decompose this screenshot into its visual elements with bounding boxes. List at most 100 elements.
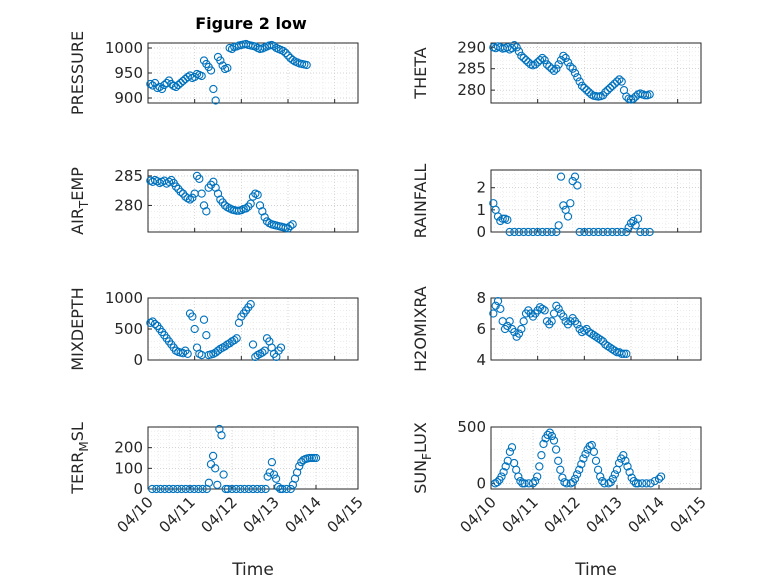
data-point [204, 478, 214, 487]
y-tick-label: 950 [114, 64, 143, 82]
data-point [556, 465, 565, 474]
data-point [617, 227, 626, 237]
x-tick-label: 04/15 [667, 493, 710, 536]
data-point [570, 172, 580, 181]
data-point [570, 474, 580, 484]
data-point [539, 439, 548, 449]
data-point [217, 431, 226, 440]
y-tick-label: 4 [476, 351, 486, 369]
y-tick-label: 6 [476, 320, 486, 338]
data-point [552, 64, 561, 73]
data-point [580, 326, 589, 335]
data-point [633, 214, 643, 223]
x-tick-label: 04/11 [499, 493, 542, 536]
data-point [281, 48, 290, 58]
data-point [267, 457, 277, 467]
y-tick-label: 285 [114, 167, 143, 185]
data-point [219, 470, 228, 479]
data-point [603, 85, 612, 95]
data-point [519, 227, 528, 237]
data-point [636, 227, 645, 237]
data-point [260, 346, 269, 355]
data-point [572, 470, 582, 479]
data-point [575, 227, 584, 237]
data-point [610, 346, 619, 355]
y-tick-label: 500 [114, 320, 143, 338]
data-point [177, 484, 186, 494]
data-point [540, 306, 549, 315]
data-point [493, 478, 502, 487]
data-point [566, 62, 575, 71]
data-point [591, 456, 601, 465]
y-tick-label: 280 [114, 196, 143, 214]
y-tick-label: 1 [476, 201, 486, 219]
data-point [253, 190, 262, 199]
data-point [499, 467, 508, 477]
data-point [265, 468, 274, 477]
data-point [276, 484, 285, 494]
data-point [489, 309, 498, 318]
data-point [533, 227, 542, 237]
data-point [206, 66, 216, 75]
y-tick-label: 0 [476, 223, 486, 241]
data-point [584, 227, 594, 237]
y-tick-label: 200 [114, 439, 143, 457]
x-tick-label: 04/13 [583, 493, 626, 536]
axes-frame [147, 426, 359, 490]
data-point [538, 304, 547, 313]
subplot-3: 0 1 2 RAINFALL [411, 164, 702, 241]
data-point [309, 453, 319, 463]
data-point [543, 430, 552, 440]
data-point [581, 449, 590, 459]
y-axis-label: MIXDEPTH [68, 287, 87, 370]
data-point [283, 51, 293, 60]
data-point [295, 462, 304, 471]
y-axis-label: AIRTEMP [68, 167, 91, 235]
data-point [216, 56, 225, 65]
data-point [533, 472, 542, 481]
data-point [580, 83, 589, 93]
data-point [311, 453, 321, 463]
data-point [223, 63, 232, 73]
data-point [642, 479, 651, 488]
data-point [528, 479, 538, 488]
data-point [559, 51, 568, 61]
data-point [608, 474, 617, 484]
data-point [208, 451, 218, 461]
data-point [573, 320, 582, 329]
data-point [178, 349, 188, 358]
data-point [248, 340, 258, 349]
y-axis-label: RAINFALL [411, 164, 430, 239]
data-point [194, 484, 203, 494]
data-point [554, 60, 563, 69]
data-point [241, 204, 251, 213]
data-point [562, 479, 571, 488]
data-point [169, 484, 178, 494]
data-point [568, 64, 577, 73]
data-point [521, 55, 531, 65]
data-point [223, 484, 232, 494]
data-point [547, 317, 556, 326]
data-point [598, 227, 608, 237]
data-point [202, 207, 211, 216]
axes-frame [147, 169, 359, 233]
data-point [638, 479, 647, 488]
data-point [530, 476, 540, 486]
x-tick-label: 04/14 [282, 493, 325, 536]
data-point [148, 484, 157, 494]
data-point [257, 484, 266, 494]
data-point [156, 484, 165, 494]
data-point [288, 220, 297, 229]
data-point [244, 484, 253, 494]
data-point [619, 349, 629, 358]
data-point [563, 58, 573, 67]
data-point [190, 324, 199, 334]
data-point [150, 319, 160, 329]
data-point [505, 317, 514, 326]
data-point [258, 348, 267, 357]
data-point [183, 349, 192, 358]
data-point [631, 479, 641, 488]
data-point [248, 484, 258, 494]
data-point [556, 172, 566, 181]
data-point [633, 479, 643, 488]
